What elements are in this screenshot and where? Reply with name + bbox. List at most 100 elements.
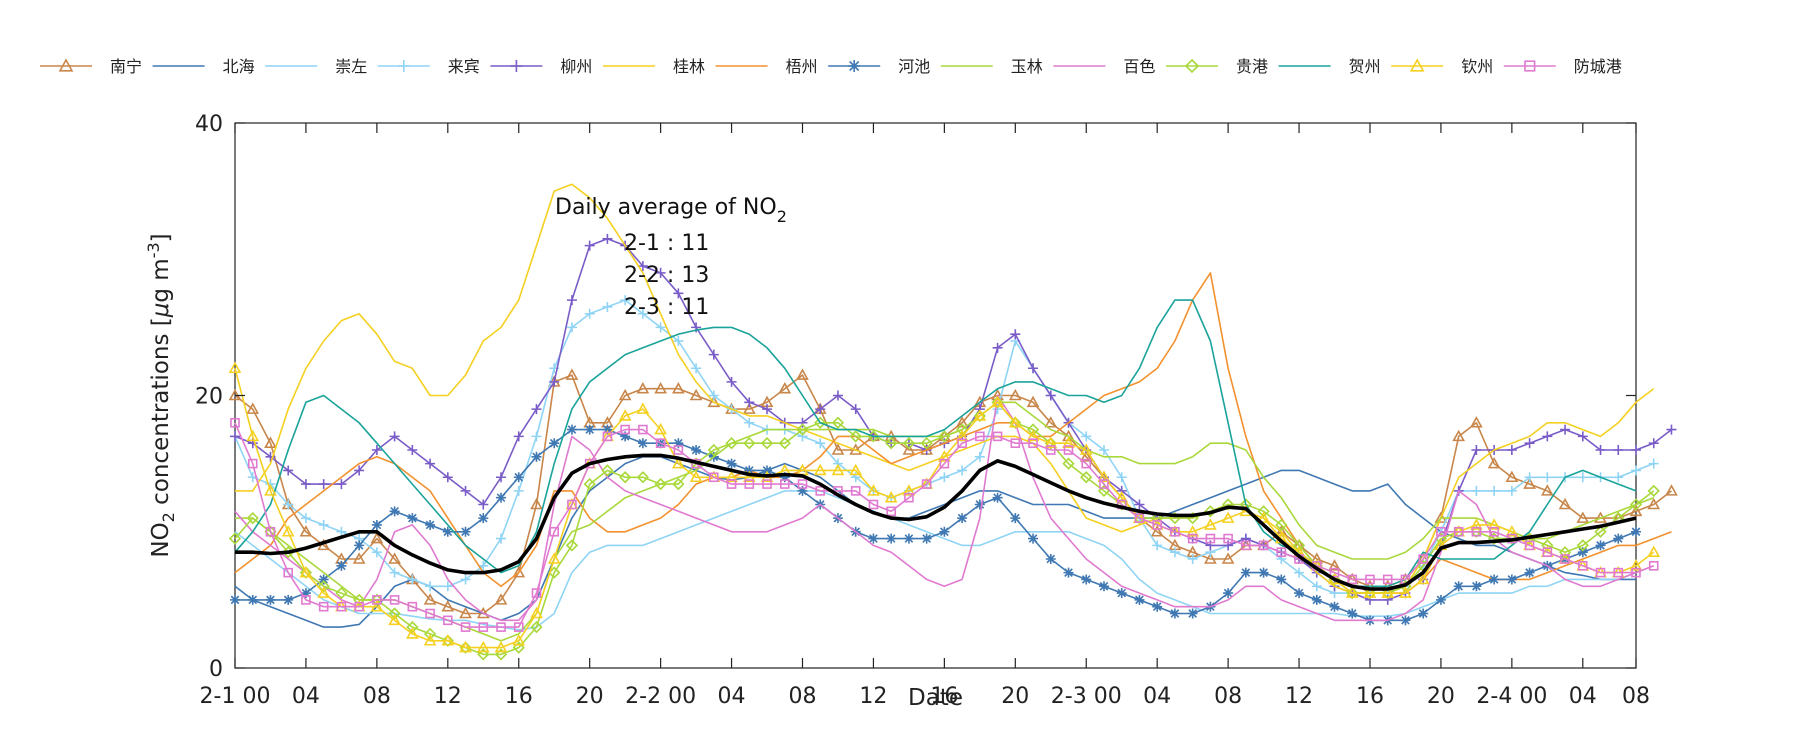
series-14-point xyxy=(1365,574,1375,585)
series-13-point xyxy=(423,634,437,646)
series-14-point xyxy=(389,595,400,605)
series-5-point xyxy=(230,431,240,442)
series-5-point xyxy=(371,445,382,455)
legend-item: 玉林 xyxy=(940,57,1043,76)
series-1-point xyxy=(1274,525,1288,537)
series-13-point xyxy=(494,640,508,653)
x-tick-label: 08 xyxy=(1214,684,1242,709)
legend-marker xyxy=(1524,60,1536,72)
series-12-line xyxy=(234,299,1637,588)
series-4-point xyxy=(620,295,631,306)
series-4-point xyxy=(1631,465,1641,476)
series-11-point xyxy=(1594,525,1607,538)
y-label-sub: 2 xyxy=(159,512,178,522)
series-8-point xyxy=(460,526,471,537)
series-5-point xyxy=(655,267,666,278)
series-5-point xyxy=(832,390,843,401)
series-14-point xyxy=(939,458,950,469)
series-11-point xyxy=(814,416,827,429)
series-11-point xyxy=(1080,471,1093,484)
series-5-point xyxy=(708,349,719,360)
y-label-unit: g m xyxy=(148,258,174,302)
series-8-point xyxy=(584,424,595,435)
series-14-point xyxy=(283,567,294,578)
series-11-point xyxy=(796,423,809,436)
annotation-line-2: 2-2 : 13 xyxy=(624,263,709,288)
series-14-point xyxy=(1134,513,1145,523)
series-4-point xyxy=(584,308,595,319)
series-13-point xyxy=(1487,518,1501,530)
series-8-point xyxy=(336,560,347,571)
series-layer xyxy=(228,183,1678,661)
series-14-point xyxy=(602,431,613,442)
series-11-point xyxy=(1204,505,1217,518)
series-8-point xyxy=(1506,574,1517,585)
series-13-point xyxy=(1097,470,1111,483)
series-14-point xyxy=(762,479,772,489)
legend-marker xyxy=(1409,58,1425,72)
series-5-point xyxy=(1595,445,1606,455)
series-1-point xyxy=(264,436,277,448)
series-5-point xyxy=(425,458,436,469)
y-tick-label: 0 xyxy=(209,657,223,682)
series-14-point xyxy=(1577,561,1588,571)
series-1-point xyxy=(530,497,543,510)
series-14-point xyxy=(655,438,666,448)
series-1-point xyxy=(955,416,969,428)
x-tick-label: 2-1 00 xyxy=(200,684,271,709)
x-tick-label: 04 xyxy=(1569,684,1597,709)
series-13-point xyxy=(1399,586,1412,598)
series-13-point xyxy=(689,470,703,483)
legend-item: 南宁 xyxy=(40,57,142,76)
series-4-point xyxy=(1613,472,1624,483)
series-4-point xyxy=(371,547,382,558)
series-11-point xyxy=(1647,484,1660,498)
x-tick-label: 20 xyxy=(576,684,604,709)
series-8-point xyxy=(389,506,400,517)
series-14-point xyxy=(230,417,240,428)
series-13-point xyxy=(902,484,916,496)
series-4-point xyxy=(1169,547,1180,558)
series-8-point xyxy=(549,438,560,449)
series-11-point xyxy=(1026,423,1040,436)
series-13-point xyxy=(973,409,987,421)
legend-label: 来宾 xyxy=(448,57,480,76)
series-1-point xyxy=(707,395,721,408)
series-13-point xyxy=(725,470,738,483)
series-14-point xyxy=(797,479,808,489)
series-13-point xyxy=(1257,511,1270,523)
legend-marker xyxy=(397,60,410,72)
series-13-point xyxy=(441,634,455,646)
series-14-point xyxy=(1613,567,1624,578)
series-13-point xyxy=(317,586,331,598)
series-5-point xyxy=(265,451,276,462)
series-4-point xyxy=(1542,472,1553,483)
series-11-point xyxy=(707,443,720,457)
series-13-point xyxy=(370,600,384,612)
plot-area: 2-1 00 04 08 12 16 20 2-2 00 04 08 12 16 20 2-3 00 04… xyxy=(195,112,1678,709)
legend-item: 河池 xyxy=(828,57,930,76)
x-tick-label: 12 xyxy=(434,684,462,709)
series-8-point xyxy=(1258,567,1269,578)
series-13-point xyxy=(281,525,295,537)
series-13-point xyxy=(512,634,526,646)
series-8-point xyxy=(1471,581,1482,592)
series-5-point xyxy=(1471,445,1482,455)
series-13-point xyxy=(991,395,1004,408)
series-14-point xyxy=(1631,567,1641,578)
series-8-point xyxy=(425,519,436,530)
legend-item: 来宾 xyxy=(377,57,480,76)
series-14-point xyxy=(336,601,347,612)
series-14-point xyxy=(1347,574,1358,585)
series-8-point xyxy=(1435,594,1446,605)
series-14-point xyxy=(1276,547,1287,557)
series-1-point xyxy=(1328,559,1341,571)
series-1-point xyxy=(689,388,703,401)
series-11-point xyxy=(636,471,650,484)
series-4-point xyxy=(815,438,826,449)
series-10-line xyxy=(234,394,1654,622)
series-1-point xyxy=(1647,497,1661,510)
series-13-point xyxy=(1221,511,1235,523)
series-4-point xyxy=(744,417,755,428)
series-4-point xyxy=(513,485,524,496)
